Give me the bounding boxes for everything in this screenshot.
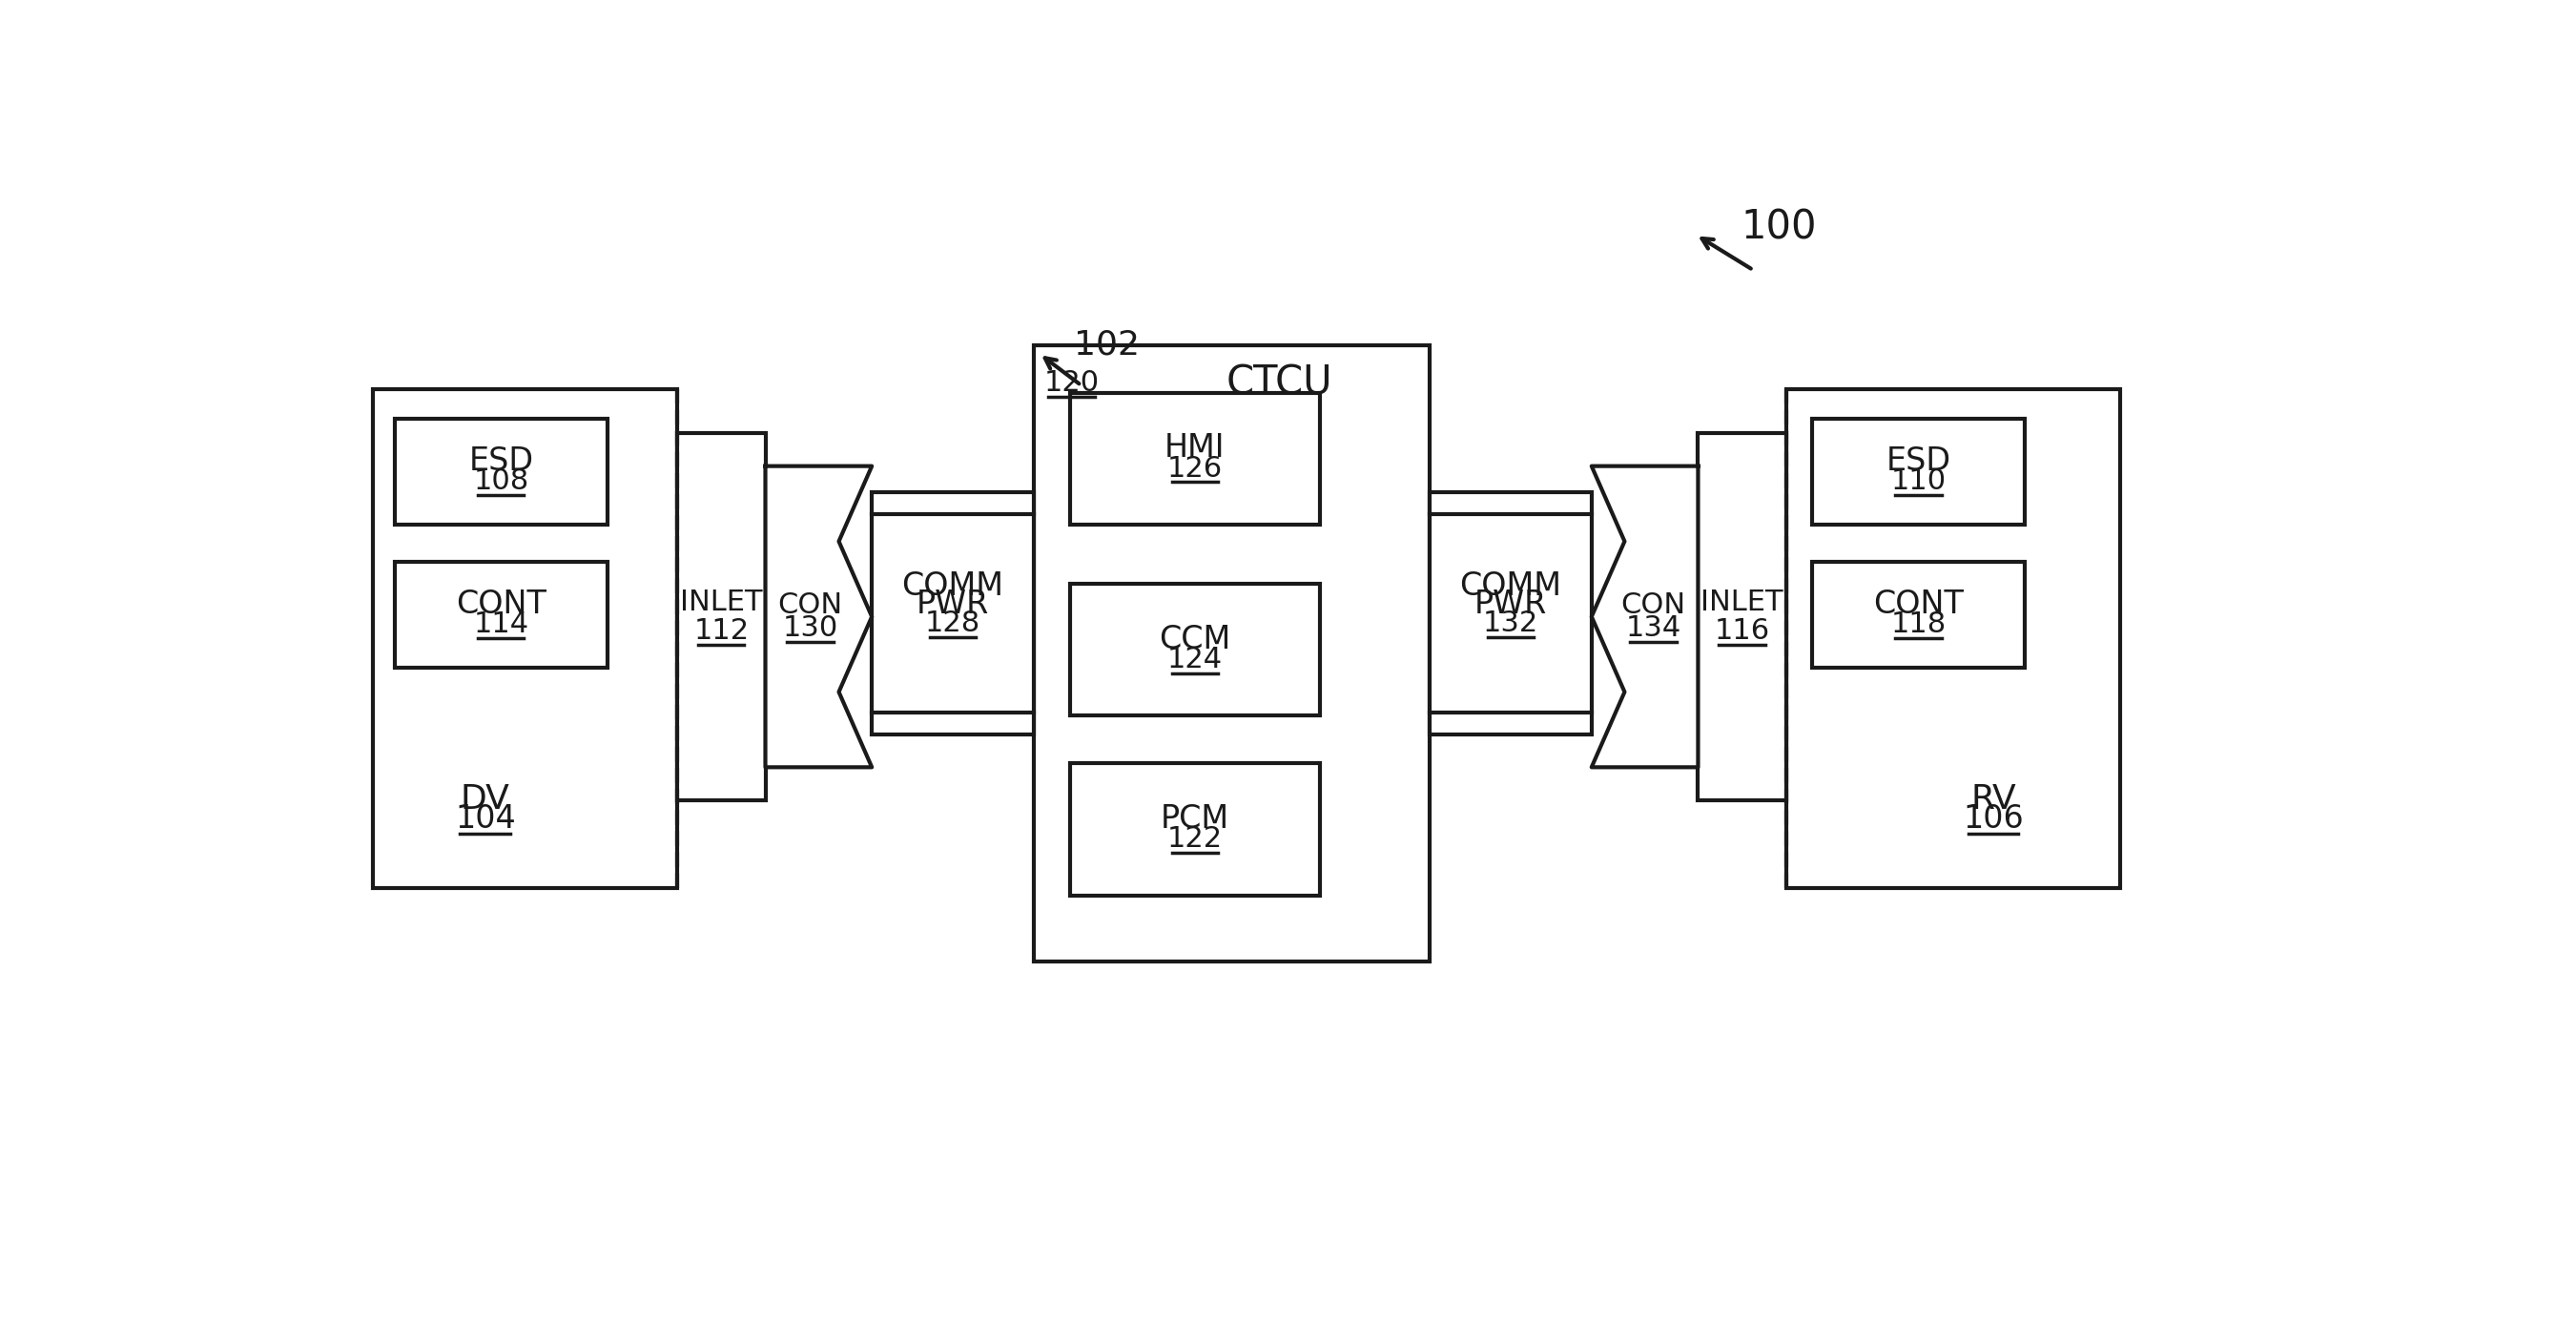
- Text: CONT: CONT: [1873, 589, 1963, 620]
- Text: 120: 120: [1043, 370, 1100, 396]
- Text: PWR: PWR: [1473, 589, 1548, 620]
- Text: CONT: CONT: [456, 589, 546, 620]
- Text: 104: 104: [456, 802, 515, 835]
- Text: ESD: ESD: [469, 445, 533, 477]
- Text: 134: 134: [1625, 614, 1682, 642]
- Text: ESD: ESD: [1886, 445, 1950, 477]
- Bar: [1069, 763, 1319, 895]
- Bar: [1785, 388, 2120, 888]
- Text: CON: CON: [778, 591, 842, 620]
- Text: 132: 132: [1484, 609, 1538, 637]
- Text: 118: 118: [1891, 610, 1945, 638]
- Bar: [1811, 418, 2025, 526]
- Text: INLET: INLET: [1700, 589, 1783, 616]
- Text: 130: 130: [783, 614, 837, 642]
- Text: 106: 106: [1963, 802, 2025, 835]
- Text: 128: 128: [925, 609, 981, 637]
- Text: PCM: PCM: [1162, 804, 1229, 835]
- Bar: [1811, 562, 2025, 668]
- Text: CTCU: CTCU: [1226, 363, 1332, 403]
- Text: INLET: INLET: [680, 589, 762, 616]
- Text: 122: 122: [1167, 825, 1224, 853]
- Bar: [677, 433, 765, 800]
- Text: CON: CON: [1620, 591, 1685, 620]
- Text: 102: 102: [1074, 329, 1139, 362]
- Text: COMM: COMM: [1461, 570, 1561, 602]
- Text: PWR: PWR: [917, 589, 989, 620]
- Text: 100: 100: [1741, 207, 1816, 247]
- Text: 114: 114: [474, 610, 528, 638]
- Bar: [374, 388, 677, 888]
- Bar: [1033, 345, 1430, 962]
- Polygon shape: [765, 466, 871, 767]
- Bar: [1430, 492, 1592, 734]
- Text: 126: 126: [1167, 454, 1224, 482]
- Text: HMI: HMI: [1164, 433, 1226, 464]
- Text: 112: 112: [693, 617, 750, 645]
- Bar: [1069, 583, 1319, 716]
- Bar: [871, 492, 1033, 734]
- Text: 124: 124: [1167, 645, 1224, 673]
- Bar: [1069, 392, 1319, 526]
- Text: 110: 110: [1891, 468, 1945, 495]
- Text: CCM: CCM: [1159, 624, 1231, 655]
- Bar: [394, 418, 608, 526]
- Text: COMM: COMM: [902, 570, 1005, 602]
- Text: 116: 116: [1716, 617, 1770, 645]
- Polygon shape: [1592, 466, 1698, 767]
- Text: DV: DV: [461, 784, 510, 816]
- Bar: [1698, 433, 1785, 800]
- Bar: [394, 562, 608, 668]
- Text: RV: RV: [1971, 784, 2017, 816]
- Text: 108: 108: [474, 468, 528, 495]
